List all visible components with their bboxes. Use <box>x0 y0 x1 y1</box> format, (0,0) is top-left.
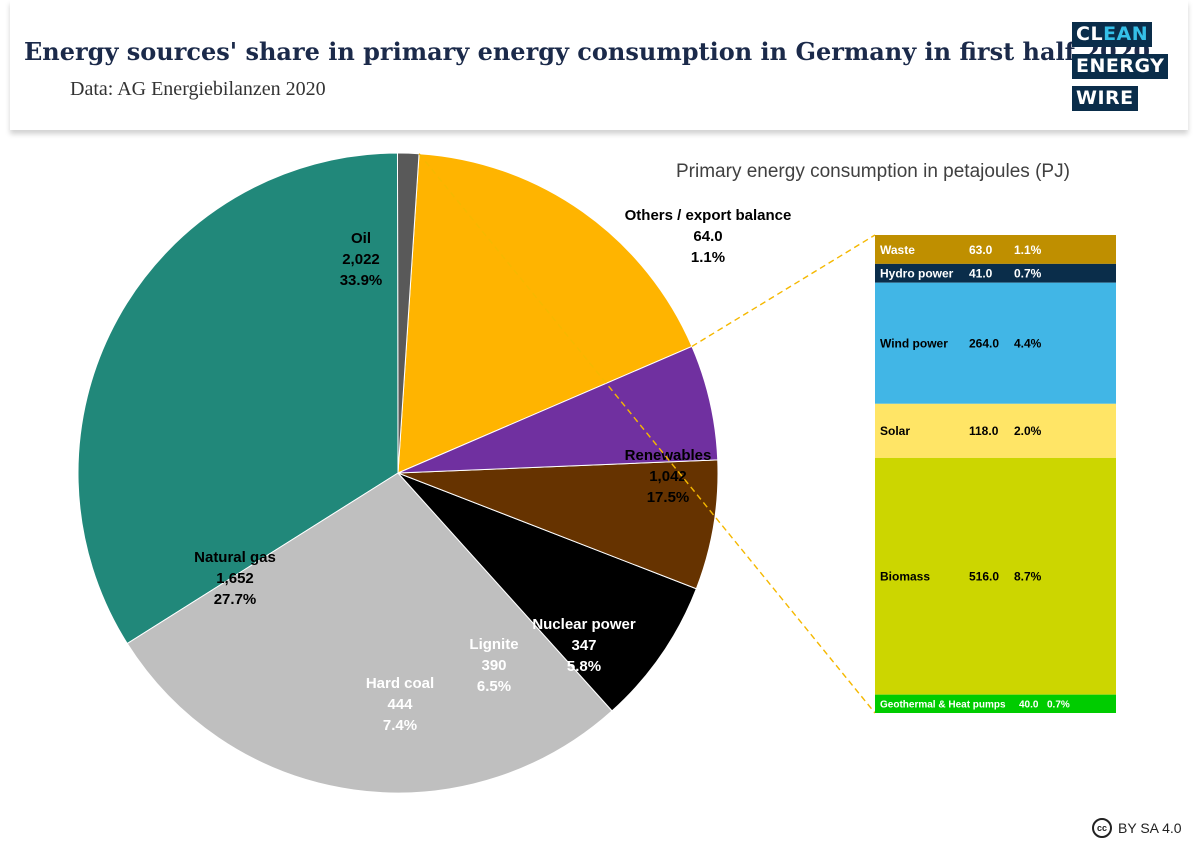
pie-slice-hard-coal <box>397 472 697 712</box>
pie-label-name: Natural gas <box>194 549 276 566</box>
stack-label-value-wind-power: 264.0 <box>969 337 999 351</box>
pie-label-value: 347 <box>571 637 596 654</box>
pie-label-percent: 6.5% <box>477 678 511 695</box>
pie-label-value: 390 <box>481 657 506 674</box>
pie-label-renewables: Renewables 1,042 17.5% <box>625 447 712 506</box>
page-subtitle: Data: AG Energiebilanzen 2020 <box>70 78 326 100</box>
logo-line-energy: ENERGY <box>1072 54 1169 79</box>
stack-label-name-biomass: Biomass <box>880 570 930 584</box>
pie-label-hard-coal: Hard coal 444 7.4% <box>366 675 434 734</box>
pie-label-value: 1,652 <box>216 570 254 587</box>
pie-slice-renewables <box>397 153 693 474</box>
clean-energy-wire-logo: CLEAN ENERGY WIRE <box>1072 22 1169 112</box>
pie-label-name: Lignite <box>469 636 518 653</box>
stack-label-value-biomass: 516.0 <box>969 570 999 584</box>
stack-segment-biomass <box>875 457 1116 695</box>
creative-commons-icon: cc <box>1092 818 1112 838</box>
pie-label-percent: 17.5% <box>647 489 690 506</box>
stack-segment-waste <box>875 235 1116 264</box>
stack-segment-solar <box>875 403 1116 458</box>
stack-segment-geothermal-heat-pumps <box>875 694 1116 713</box>
renewables-stacked-bar: Waste 63.0 1.1% Hydro power 41.0 0.7% Wind pow… <box>875 235 1116 713</box>
logo-line-wire: WIRE <box>1072 86 1138 111</box>
pie-label-percent: 27.7% <box>214 591 257 608</box>
pie-label-others-export-balance: Others / export balance 64.0 1.1% <box>625 207 792 266</box>
stack-label-percent-solar: 2.0% <box>1014 424 1042 438</box>
pie-label-value: 2,022 <box>342 251 380 268</box>
license-badge: cc BY SA 4.0 <box>1092 818 1182 838</box>
stack-label-name-geothermal-heat-pumps: Geothermal & Heat pumps <box>880 699 1006 710</box>
stack-label-value-waste: 63.0 <box>969 243 993 257</box>
stack-label-percent-geothermal-heat-pumps: 0.7% <box>1047 699 1070 710</box>
pie-label-name: Others / export balance <box>625 207 792 224</box>
pie-chart <box>77 152 719 794</box>
header-band <box>10 0 1188 130</box>
pie-label-lignite: Lignite 390 6.5% <box>469 636 518 695</box>
stack-label-percent-wind-power: 4.4% <box>1014 337 1042 351</box>
pie-label-natural-gas: Natural gas 1,652 27.7% <box>194 549 276 608</box>
pie-slice-lignite <box>397 459 719 590</box>
pie-label-name: Oil <box>351 230 371 247</box>
logo-clean-part-b: EAN <box>1103 23 1149 45</box>
stack-label-percent-hydro-power: 0.7% <box>1014 267 1042 281</box>
pie-label-value: 444 <box>387 696 413 713</box>
page-title: Energy sources' share in primary energy … <box>24 37 1159 66</box>
pie-label-percent: 33.9% <box>340 272 383 289</box>
pie-label-name: Nuclear power <box>532 616 636 633</box>
stack-label-name-hydro-power: Hydro power <box>880 267 954 281</box>
stack-label-value-geothermal-heat-pumps: 40.0 <box>1019 699 1039 710</box>
pie-label-oil: Oil 2,022 33.9% <box>340 230 383 289</box>
pie-label-value: 1,042 <box>649 468 687 485</box>
breakdown-connectors <box>418 153 876 714</box>
pie-label-name: Hard coal <box>366 675 434 692</box>
chart-title: Primary energy consumption in petajoules… <box>676 161 1070 182</box>
pie-labels: Renewables 1,042 17.5% Others / export bala… <box>194 207 791 734</box>
stack-label-name-solar: Solar <box>880 424 910 438</box>
pie-slice-oil <box>77 152 399 645</box>
pie-label-percent: 7.4% <box>383 717 417 734</box>
stack-segment-wind-power <box>875 282 1116 404</box>
stack-label-value-solar: 118.0 <box>969 424 999 438</box>
stack-label-percent-waste: 1.1% <box>1014 243 1042 257</box>
stack-label-name-waste: Waste <box>880 243 915 257</box>
pie-label-name: Renewables <box>625 447 712 464</box>
license-text: BY SA 4.0 <box>1118 820 1182 836</box>
pie-slice-nuclear-power <box>397 345 719 474</box>
pie-slice-natural-gas <box>126 472 613 794</box>
stack-label-percent-biomass: 8.7% <box>1014 570 1042 584</box>
logo-clean-part-a: CL <box>1076 23 1104 45</box>
stack-label-value-hydro-power: 41.0 <box>969 267 993 281</box>
stack-label-name-wind-power: Wind power <box>880 337 948 351</box>
pie-label-percent: 5.8% <box>567 658 601 675</box>
connector-top <box>691 234 876 348</box>
logo-line-clean: CLEAN <box>1072 22 1153 47</box>
connector-bottom <box>418 153 876 714</box>
pie-label-value: 64.0 <box>693 228 722 245</box>
pie-label-nuclear-power: Nuclear power 347 5.8% <box>532 616 636 675</box>
stack-segment-hydro-power <box>875 263 1116 283</box>
pie-label-percent: 1.1% <box>691 249 725 266</box>
